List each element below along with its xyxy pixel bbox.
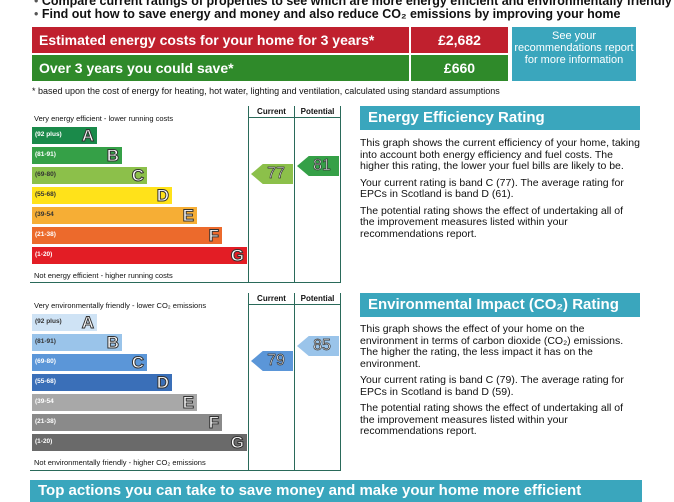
band-letter: D [156,373,169,393]
eer-paragraph-3: The potential rating shows the effect of… [360,204,624,240]
chart-top-label: Very environmentally friendly - lower CO… [34,301,207,310]
band-g: (1-20) G [32,433,247,453]
band-letter: A [81,313,94,333]
band-range: (92 plus) [35,131,62,138]
savings-label: Over 3 years you could save* [32,55,409,81]
potential-rating-arrow: 85 [297,336,339,356]
band-range: (69-80) [35,358,56,365]
band-range: (1-20) [35,251,53,258]
band-e: (39-54 E [32,393,197,413]
energy-efficiency-heading: Energy Efficiency Rating [360,106,640,130]
potential-column: Potential 85 [294,293,340,470]
band-letter: G [230,433,244,453]
current-rating-arrow: 77 [251,164,293,184]
band-range: (81-91) [35,338,56,345]
band-range: (39-54 [35,398,54,405]
band-range: (55-68) [35,191,56,198]
recommendations-link[interactable]: See your recommendations report for more… [512,27,636,81]
energy-cost-value: £2,682 [411,27,508,53]
band-letter: E [182,393,194,413]
band-g: (1-20) G [32,246,247,266]
bullet-save: Find out how to save energy and money an… [34,7,621,21]
band-a: (92 plus) A [32,126,97,146]
band-range: (55-68) [35,378,56,385]
bullet-compare: Compare current ratings of properties to… [34,0,672,8]
energy-efficiency-text: This graph shows the current efficiency … [360,137,640,245]
band-letter: D [156,186,169,206]
band-f: (21-38) F [32,413,222,433]
band-letter: F [208,226,219,246]
band-c: (69-80) C [32,166,147,186]
band-range: (21-38) [35,231,56,238]
current-column: Current 79 [248,293,294,470]
band-c: (69-80) C [32,353,147,373]
footnote: * based upon the cost of energy for heat… [32,86,500,96]
band-b: (81-91) B [32,333,122,353]
band-letter: A [81,126,94,146]
band-d: (55-68) D [32,373,172,393]
band-b: (81-91) B [32,146,122,166]
band-letter: B [106,146,119,166]
energy-cost-label: Estimated energy costs for your home for… [32,27,409,53]
current-header: Current [249,293,294,305]
chart-top-label: Very energy efficient - lower running co… [34,114,174,123]
band-e: (39-54 E [32,206,197,226]
band-letter: G [230,246,244,266]
band-letter: F [208,413,219,433]
band-range: (92 plus) [35,318,62,325]
current-header: Current [249,106,294,118]
potential-header: Potential [295,106,340,118]
band-f: (21-38) F [32,226,222,246]
chart-bottom-label: Not energy efficient - higher running co… [34,271,173,280]
eir-paragraph-3: The potential rating shows the effect of… [360,402,624,437]
top-actions-banner: Top actions you can take to save money a… [30,480,642,502]
band-letter: B [106,333,119,353]
potential-column: Potential 81 [294,106,340,282]
environmental-impact-text: This graph shows the effect of your home… [360,323,640,443]
eer-paragraph-2: Your current rating is band C (77). The … [360,176,624,200]
band-range: (69-80) [35,171,56,178]
band-range: (81-91) [35,151,56,158]
band-letter: C [131,166,144,186]
eir-paragraph-2: Your current rating is band C (79). The … [360,374,624,398]
band-range: (1-20) [35,438,53,445]
environmental-impact-chart: Very environmentally friendly - lower CO… [30,293,341,471]
chart-bottom-label: Not environmentally friendly - higher CO… [34,458,206,467]
potential-rating-arrow: 81 [297,156,339,176]
potential-header: Potential [295,293,340,305]
current-rating-arrow: 79 [251,351,293,371]
band-letter: C [131,353,144,373]
band-letter: E [182,206,194,226]
band-d: (55-68) D [32,186,172,206]
eir-paragraph-1: This graph shows the effect of your home… [360,323,624,370]
savings-value: £660 [411,55,508,81]
band-range: (39-54 [35,211,54,218]
energy-efficiency-chart: Very energy efficient - lower running co… [30,106,341,283]
eer-paragraph-1: This graph shows the current efficiency … [360,137,640,172]
band-a: (92 plus) A [32,313,97,333]
environmental-impact-heading: Environmental Impact (CO₂) Rating [360,293,640,317]
band-range: (21-38) [35,418,56,425]
current-column: Current 77 [248,106,294,282]
